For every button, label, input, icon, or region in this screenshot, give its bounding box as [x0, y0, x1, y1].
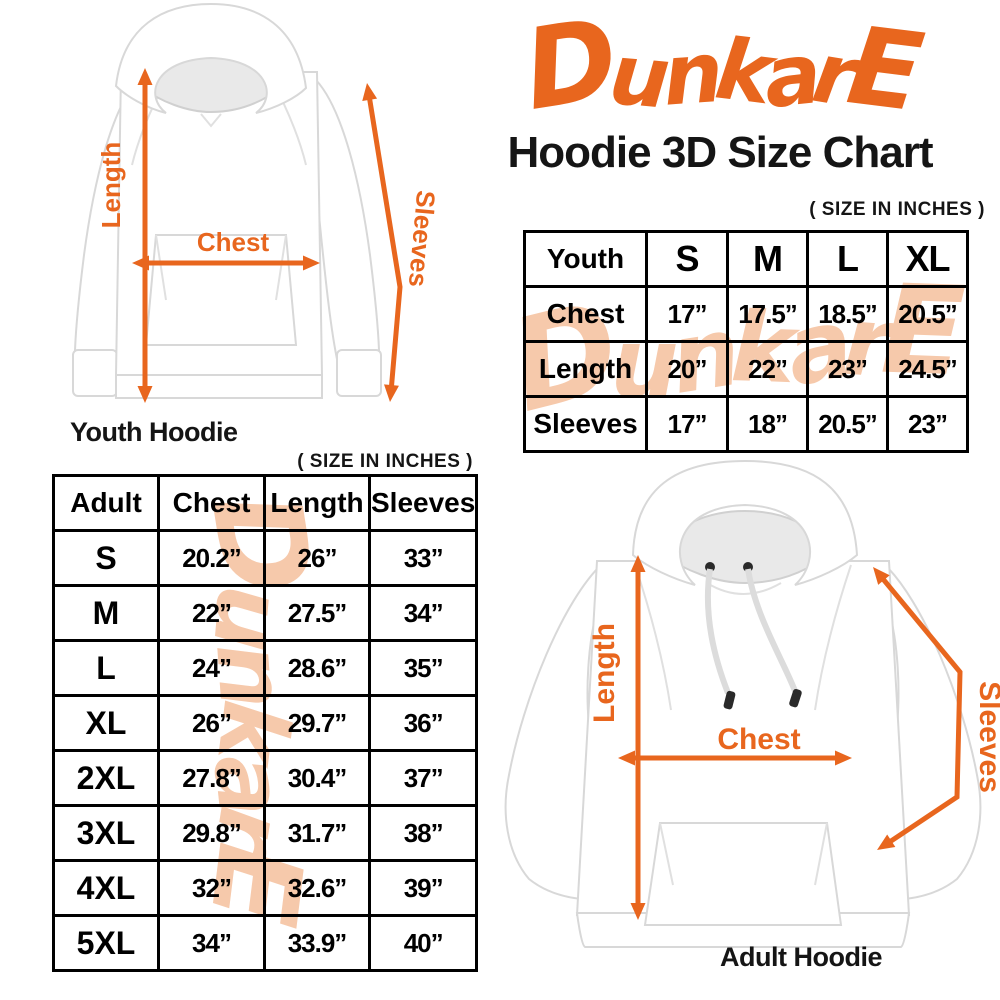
cell: 38” [367, 804, 479, 862]
adult-length-arrow [630, 555, 646, 920]
youth-chest-row: Chest 17” 17.5” 18.5” 20.5” [523, 285, 969, 343]
header-cell: Adult [52, 474, 160, 532]
header-cell: S [645, 230, 729, 288]
adult-size-row: 3XL 29.8” 31.7” 38” [52, 804, 479, 862]
cell: 18.5” [806, 285, 889, 343]
cell: 32.6” [263, 859, 371, 917]
adult-size-table: Adult Chest Length Sleeves S 20.2” 26” 3… [52, 474, 479, 972]
youth-hoodie-illustration: Length Chest Sleeves [72, 2, 441, 403]
adult-hoodie-illustration: Length Chest Sleeves [504, 459, 1000, 948]
youth-sleeves-row: Sleeves 17” 18” 20.5” 23” [523, 395, 969, 453]
cell: 30.4” [263, 749, 371, 807]
adult-header-row: Adult Chest Length Sleeves [52, 474, 479, 532]
cell: 40” [367, 914, 479, 972]
adult-hoodie-caption: Adult Hoodie [720, 942, 882, 972]
row-label: Length [523, 340, 648, 398]
adult-sleeves-arrow [873, 567, 963, 850]
cell: 20.5” [806, 395, 889, 453]
cell: 39” [367, 859, 479, 917]
adult-size-note: ( SIZE IN INCHES ) [297, 451, 473, 472]
brand-logo: DunkarE [515, 0, 923, 136]
cell: 23” [886, 395, 969, 453]
adult-size-row: 5XL 34” 33.9” 40” [52, 914, 479, 972]
row-label: 5XL [52, 914, 160, 972]
adult-size-row: M 22” 27.5” 34” [52, 584, 479, 642]
cell: 17” [645, 285, 729, 343]
header-cell: XL [886, 230, 969, 288]
adult-sleeves-label: Sleeves [973, 681, 1000, 793]
cell: 18” [726, 395, 809, 453]
adult-size-row: 4XL 32” 32.6” 39” [52, 859, 479, 917]
cell: 20” [645, 340, 729, 398]
youth-size-note: ( SIZE IN INCHES ) [809, 199, 985, 220]
cell: 27.5” [263, 584, 371, 642]
header-cell: Length [263, 474, 371, 532]
youth-length-row: Length 20” 22” 23” 24.5” [523, 340, 969, 398]
row-label: M [52, 584, 160, 642]
adult-size-row: 2XL 27.8” 30.4” 37” [52, 749, 479, 807]
cell: 24” [157, 639, 266, 697]
adult-hoodie-garment [504, 459, 982, 948]
cell: 31.7” [263, 804, 371, 862]
cell: 29.8” [157, 804, 266, 862]
cell: 20.5” [886, 285, 969, 343]
cell: 34” [157, 914, 266, 972]
youth-length-label: Length [96, 142, 126, 229]
youth-chest-label: Chest [197, 227, 270, 257]
cell: 28.6” [263, 639, 371, 697]
cell: 35” [367, 639, 479, 697]
header-cell: Youth [523, 230, 648, 288]
adult-size-row: L 24” 28.6” 35” [52, 639, 479, 697]
cell: 36” [367, 694, 479, 752]
cell: 33” [367, 529, 479, 587]
row-label: XL [52, 694, 160, 752]
youth-header-row: Youth S M L XL [523, 230, 969, 288]
youth-chest-arrow [132, 255, 320, 271]
row-label: Chest [523, 285, 648, 343]
header-cell: M [726, 230, 809, 288]
youth-hoodie-garment [72, 2, 382, 399]
cell: 22” [157, 584, 266, 642]
cell: 20.2” [157, 529, 266, 587]
youth-sleeves-arrow [362, 83, 403, 402]
cell: 22” [726, 340, 809, 398]
header-cell: Chest [157, 474, 266, 532]
adult-chest-arrow [618, 750, 852, 766]
cell: 26” [157, 694, 266, 752]
row-label: 4XL [52, 859, 160, 917]
page-title: Hoodie 3D Size Chart [507, 128, 934, 177]
row-label: S [52, 529, 160, 587]
adult-size-row: S 20.2” 26” 33” [52, 529, 479, 587]
adult-size-row: XL 26” 29.7” 36” [52, 694, 479, 752]
cell: 26” [263, 529, 371, 587]
cell: 23” [806, 340, 889, 398]
adult-chest-label: Chest [717, 723, 800, 756]
cell: 17” [645, 395, 729, 453]
adult-length-label: Length [588, 623, 621, 723]
cell: 27.8” [157, 749, 266, 807]
cell: 17.5” [726, 285, 809, 343]
row-label: L [52, 639, 160, 697]
cell: 29.7” [263, 694, 371, 752]
row-label: Sleeves [523, 395, 648, 453]
header-cell: Sleeves [367, 474, 479, 532]
cell: 24.5” [886, 340, 969, 398]
row-label: 3XL [52, 804, 160, 862]
cell: 34” [367, 584, 479, 642]
youth-hoodie-caption: Youth Hoodie [70, 417, 238, 447]
cell: 33.9” [263, 914, 371, 972]
cell: 37” [367, 749, 479, 807]
youth-length-arrow [137, 68, 153, 403]
cell: 32” [157, 859, 266, 917]
row-label: 2XL [52, 749, 160, 807]
header-cell: L [806, 230, 889, 288]
youth-sleeves-label: Sleeves [403, 189, 441, 288]
youth-size-table: Youth S M L XL Chest 17” 17.5” 18.5” 20.… [523, 230, 969, 453]
